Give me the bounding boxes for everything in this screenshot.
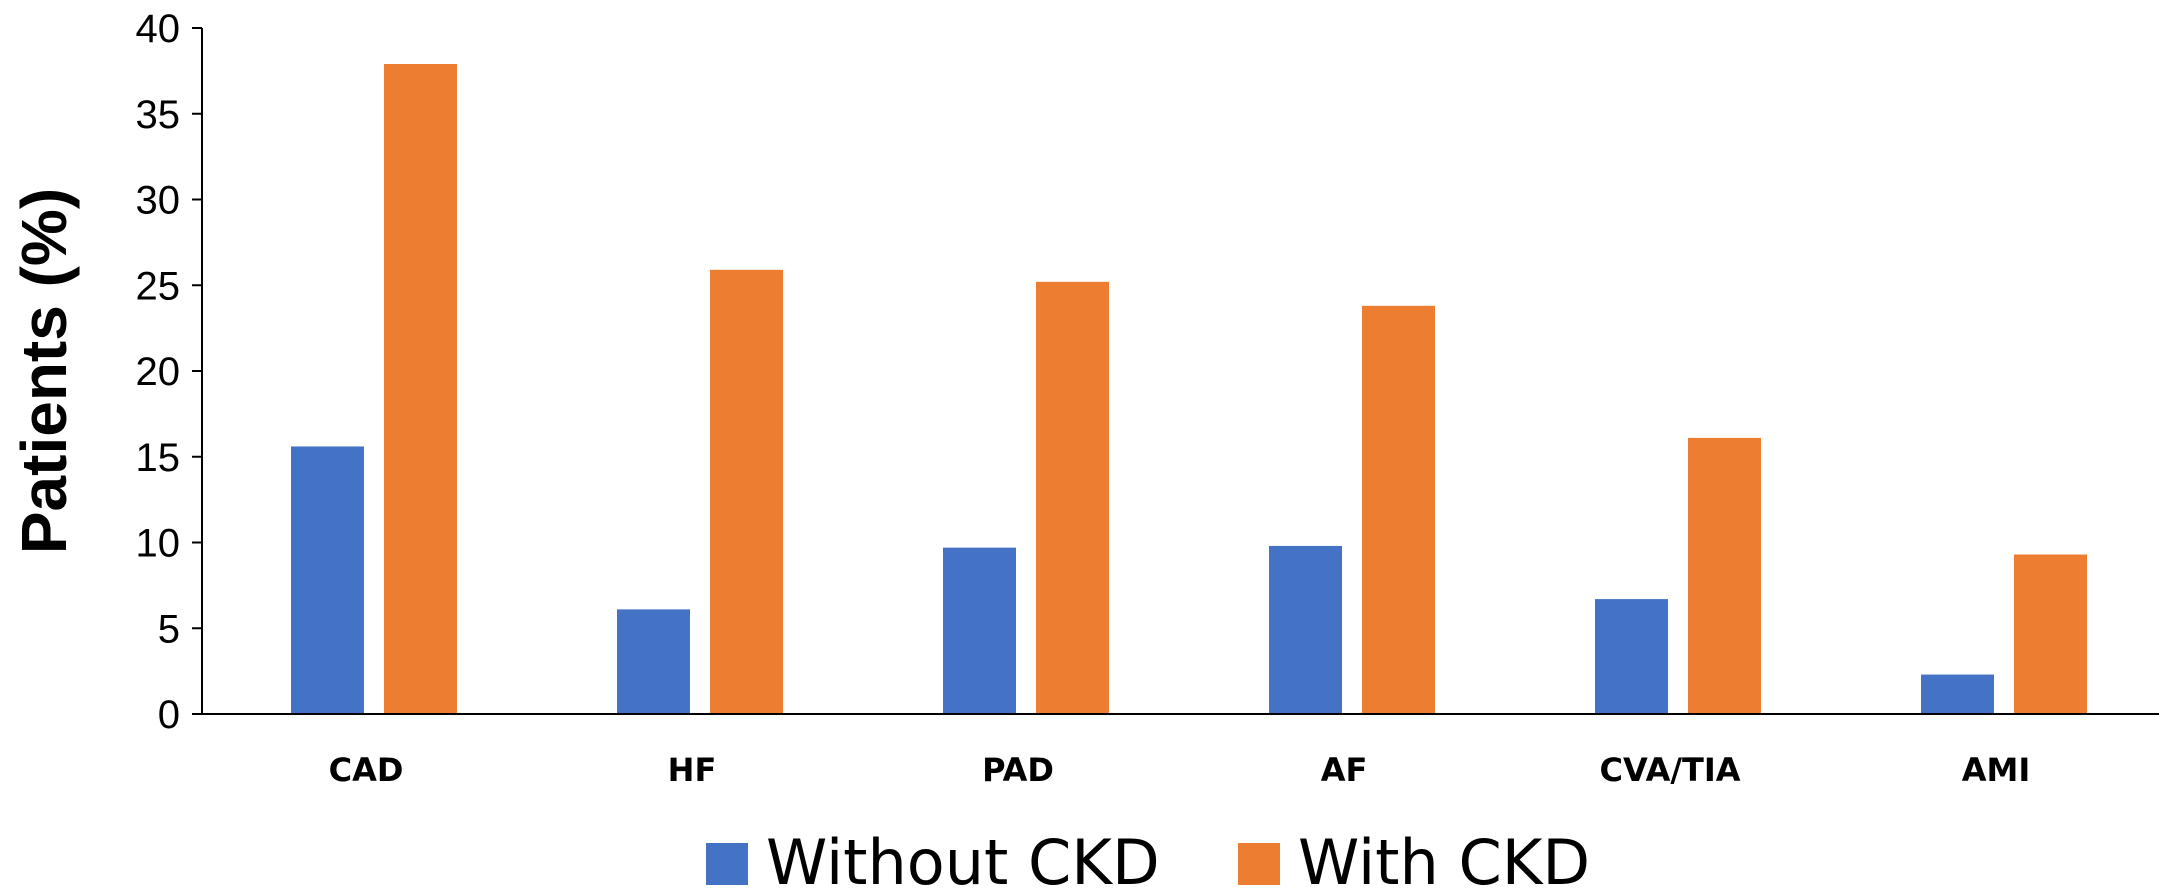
x-tick-label: AF <box>1321 751 1368 789</box>
bar-without-ckd <box>617 609 690 714</box>
bar-with-ckd <box>384 64 457 714</box>
y-axis: 0 5 10 15 20 25 30 35 40 <box>136 7 203 737</box>
y-tick-label: 30 <box>136 179 181 223</box>
x-tick-label: CVA/TIA <box>1599 751 1740 789</box>
y-axis-title: Patients (%) <box>8 188 80 554</box>
bar-with-ckd <box>710 269 783 714</box>
y-tick-label: 20 <box>136 350 181 394</box>
bar-without-ckd <box>943 547 1016 714</box>
x-axis: CAD HF PAD AF CVA/TIA AMI <box>202 713 2159 789</box>
y-tick-label: 10 <box>136 522 181 566</box>
y-tick-label: 5 <box>158 607 180 651</box>
bar-series <box>291 64 2087 714</box>
bar-without-ckd <box>1269 545 1342 714</box>
legend-swatch <box>706 843 748 885</box>
y-tick-label: 25 <box>136 264 181 308</box>
bar-with-ckd <box>1688 437 1761 714</box>
bar-with-ckd <box>2014 554 2087 714</box>
x-tick-label: CAD <box>329 751 404 789</box>
bar-without-ckd <box>1921 674 1994 714</box>
y-tick-label: 0 <box>158 693 180 737</box>
y-tick-label: 40 <box>136 7 181 51</box>
y-tick-label: 15 <box>136 436 181 480</box>
bar-without-ckd <box>291 446 364 714</box>
x-tick-label: PAD <box>982 751 1054 789</box>
x-tick-label: HF <box>668 751 717 789</box>
x-tick-label: AMI <box>1962 751 2031 789</box>
bar-without-ckd <box>1595 599 1668 714</box>
legend-swatch <box>1238 843 1280 885</box>
legend-label: Without CKD <box>766 826 1160 890</box>
legend: Without CKD With CKD <box>706 826 1590 890</box>
bar-with-ckd <box>1036 281 1109 714</box>
y-tick-label: 35 <box>136 93 181 137</box>
legend-label: With CKD <box>1298 826 1590 890</box>
y-axis-label: Patients (%) <box>8 188 80 554</box>
bar-with-ckd <box>1362 305 1435 714</box>
